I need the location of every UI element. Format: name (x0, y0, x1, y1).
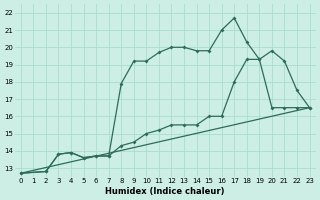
X-axis label: Humidex (Indice chaleur): Humidex (Indice chaleur) (106, 187, 225, 196)
